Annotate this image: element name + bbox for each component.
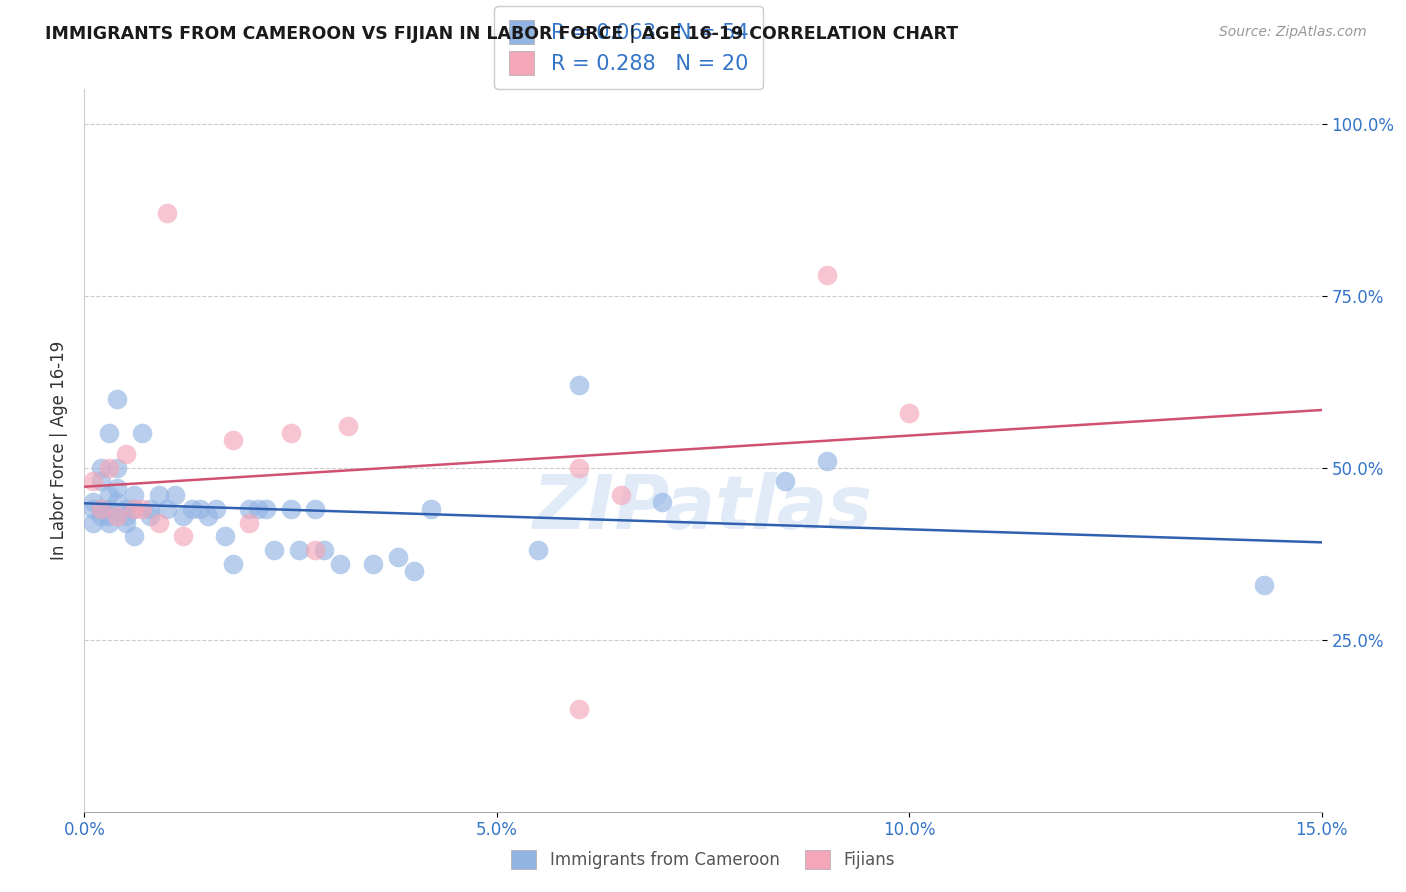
Legend: Immigrants from Cameroon, Fijians: Immigrants from Cameroon, Fijians: [502, 840, 904, 880]
Point: [98, 488, 121, 502]
Point: [114, 516, 136, 530]
Point: [246, 502, 269, 516]
Point: [122, 502, 145, 516]
Point: [288, 543, 311, 558]
Point: [105, 460, 128, 475]
Point: [312, 543, 335, 558]
Point: [304, 543, 326, 558]
Point: [148, 488, 170, 502]
Point: [651, 495, 673, 509]
Point: [263, 543, 285, 558]
Point: [98, 460, 121, 475]
Point: [205, 502, 228, 516]
Text: Source: ZipAtlas.com: Source: ZipAtlas.com: [1219, 25, 1367, 39]
Point: [238, 516, 260, 530]
Point: [82, 475, 104, 489]
Point: [568, 460, 591, 475]
Point: [222, 433, 245, 447]
Point: [898, 406, 921, 420]
Point: [304, 502, 326, 516]
Point: [90, 502, 112, 516]
Point: [98, 502, 121, 516]
Point: [609, 488, 631, 502]
Point: [361, 557, 384, 571]
Point: [815, 268, 838, 282]
Point: [172, 508, 194, 523]
Point: [527, 543, 550, 558]
Legend: R = 0.063   N = 54, R = 0.288   N = 20: R = 0.063 N = 54, R = 0.288 N = 20: [495, 5, 763, 89]
Point: [98, 426, 121, 441]
Point: [131, 426, 153, 441]
Point: [98, 508, 121, 523]
Point: [114, 508, 136, 523]
Point: [105, 495, 128, 509]
Point: [238, 502, 260, 516]
Point: [139, 502, 162, 516]
Point: [197, 508, 219, 523]
Point: [568, 701, 591, 715]
Point: [1253, 577, 1275, 591]
Text: ZIPatlas: ZIPatlas: [533, 472, 873, 545]
Point: [90, 475, 112, 489]
Point: [222, 557, 245, 571]
Point: [122, 529, 145, 543]
Point: [82, 516, 104, 530]
Point: [90, 502, 112, 516]
Point: [775, 475, 797, 489]
Point: [280, 502, 302, 516]
Point: [90, 460, 112, 475]
Point: [105, 481, 128, 495]
Point: [337, 419, 360, 434]
Y-axis label: In Labor Force | Age 16-19: In Labor Force | Age 16-19: [49, 341, 67, 560]
Point: [114, 502, 136, 516]
Point: [280, 426, 302, 441]
Text: IMMIGRANTS FROM CAMEROON VS FIJIAN IN LABOR FORCE | AGE 16-19 CORRELATION CHART: IMMIGRANTS FROM CAMEROON VS FIJIAN IN LA…: [45, 25, 957, 43]
Point: [156, 206, 179, 220]
Point: [82, 495, 104, 509]
Point: [98, 516, 121, 530]
Point: [188, 502, 211, 516]
Point: [139, 508, 162, 523]
Point: [419, 502, 441, 516]
Point: [90, 508, 112, 523]
Point: [122, 502, 145, 516]
Point: [105, 392, 128, 406]
Point: [214, 529, 236, 543]
Point: [131, 502, 153, 516]
Point: [148, 516, 170, 530]
Point: [329, 557, 352, 571]
Point: [815, 454, 838, 468]
Point: [568, 378, 591, 392]
Point: [105, 508, 128, 523]
Point: [156, 502, 179, 516]
Point: [165, 488, 187, 502]
Point: [254, 502, 277, 516]
Point: [404, 564, 426, 578]
Point: [180, 502, 202, 516]
Point: [172, 529, 194, 543]
Point: [387, 550, 409, 565]
Point: [122, 488, 145, 502]
Point: [82, 502, 104, 516]
Point: [114, 447, 136, 461]
